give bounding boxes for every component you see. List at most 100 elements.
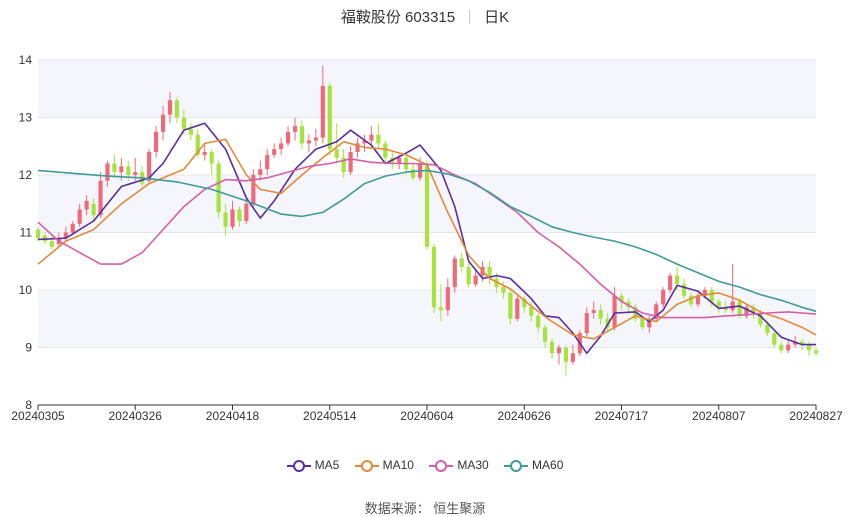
candle-body — [42, 235, 48, 242]
ma30-legend-icon — [429, 459, 454, 472]
candle-body — [272, 149, 277, 155]
y-tick-label: 10 — [19, 283, 33, 297]
candle-body — [251, 175, 256, 204]
candle-body — [327, 85, 332, 150]
candle-body — [133, 172, 138, 175]
candle-body — [598, 310, 603, 319]
legend-item-ma60[interactable]: MA60 — [504, 458, 563, 472]
legend-item-ma10[interactable]: MA10 — [354, 458, 414, 472]
candle-body — [445, 287, 450, 311]
ma60-legend-icon — [504, 459, 529, 472]
ma-line-ma60 — [37, 169, 817, 313]
candle-body — [549, 341, 555, 354]
y-tick-label: 8 — [25, 398, 32, 412]
y-tick-label: 12 — [19, 168, 33, 182]
x-tick-label: 20240827 — [789, 409, 843, 423]
candle-body — [779, 344, 784, 351]
candle-body — [688, 295, 694, 305]
data-source: 数据来源： 恒生聚源 — [364, 501, 486, 516]
candle-body — [279, 143, 284, 150]
candle-body — [160, 114, 166, 132]
ma-line-ma30 — [37, 158, 817, 319]
candle-body — [230, 209, 235, 227]
candle-body — [63, 232, 68, 239]
candle-body — [633, 307, 638, 319]
candle-body — [369, 134, 374, 141]
candle-body — [556, 347, 562, 354]
candle-body — [195, 134, 200, 155]
candle-body — [112, 163, 117, 173]
legend-item-ma30[interactable]: MA30 — [429, 458, 489, 472]
candle-body — [35, 229, 41, 239]
legend-label-ma5: MA5 — [314, 458, 340, 472]
candle-body — [543, 327, 548, 342]
candle-body — [397, 157, 402, 164]
candle-body — [654, 304, 659, 319]
candle-body — [647, 318, 652, 328]
candle-body — [640, 318, 645, 328]
candle-body — [765, 324, 770, 334]
x-tick-label: 20240604 — [400, 409, 454, 423]
candle-body — [591, 310, 596, 313]
candle-body — [806, 344, 812, 351]
candle-body — [529, 307, 534, 316]
candle-body — [716, 301, 721, 308]
x-tick-label: 20240514 — [303, 409, 357, 423]
candle-body — [320, 85, 325, 138]
ma-line-ma10 — [37, 138, 817, 340]
candle-body — [147, 152, 152, 181]
candle-body — [730, 301, 735, 311]
candle-body — [772, 333, 777, 345]
period-label: 日K — [484, 9, 510, 26]
candle-body — [411, 169, 416, 178]
legend-item-ma5[interactable]: MA5 — [286, 458, 340, 472]
candle-body — [285, 131, 291, 144]
candle-body — [237, 209, 242, 221]
candle-body — [91, 203, 96, 216]
y-tick-label: 11 — [20, 226, 33, 240]
candle-body — [702, 290, 707, 296]
candle-body — [723, 307, 728, 311]
legend-label-ma60: MA60 — [532, 458, 564, 472]
grid-band — [38, 290, 816, 348]
candle-body — [362, 140, 367, 144]
candle-body — [341, 157, 346, 173]
candle-body — [661, 290, 666, 305]
candle-body — [223, 212, 228, 227]
x-tick-label: 20240717 — [595, 409, 649, 423]
candle-body — [376, 134, 381, 144]
candle-body — [668, 275, 673, 290]
candle-body — [292, 126, 298, 132]
candle-body — [501, 287, 506, 293]
candle-body — [70, 223, 75, 233]
candle-body — [105, 163, 110, 181]
candle-body — [563, 347, 569, 362]
candle-body — [695, 295, 700, 305]
candle-body — [299, 126, 305, 144]
candle-body — [508, 292, 513, 319]
y-tick-label: 9 — [25, 341, 32, 355]
x-tick-label: 20240326 — [109, 409, 163, 423]
candle-body — [487, 267, 492, 279]
candle-body — [181, 117, 186, 129]
candle-body — [466, 267, 471, 285]
title-divider — [469, 10, 471, 24]
ma5-legend-icon — [286, 459, 311, 472]
candle-body — [744, 307, 749, 316]
candle-body — [709, 290, 714, 302]
candle-body — [202, 152, 207, 155]
candle-body — [265, 154, 270, 170]
x-tick-label: 20240305 — [11, 409, 65, 423]
x-tick-label: 20240626 — [498, 409, 552, 423]
candle-body — [751, 307, 756, 313]
candle-body — [681, 284, 687, 296]
candle-body — [49, 241, 54, 247]
chart-title: 福鞍股份 603315 日K — [0, 6, 850, 27]
candle-body — [334, 149, 339, 158]
candle-body — [626, 301, 631, 308]
candle-body — [758, 313, 763, 325]
candle-body — [619, 295, 624, 302]
candle-body — [98, 180, 103, 216]
candle-body — [355, 143, 360, 152]
candle-body — [612, 295, 617, 328]
